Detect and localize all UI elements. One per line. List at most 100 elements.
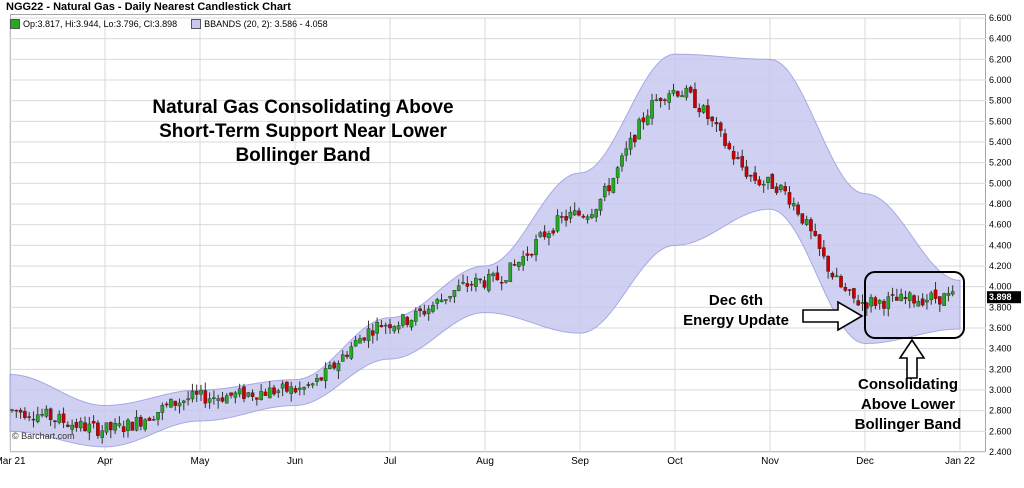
candle-body [710,116,714,122]
candle-body [199,389,203,395]
candle-body [839,276,843,288]
candle-body [237,388,242,395]
candle-body [504,280,508,283]
last-price-label: 3.898 [989,292,1012,302]
candle-body [108,421,113,431]
candle-body [551,230,556,234]
candle-body [448,295,452,299]
candle-body [804,219,809,225]
candle-body [882,300,886,309]
candle-body [259,391,263,400]
y-tick-label: 4.200 [989,261,1012,271]
y-tick-label: 3.400 [989,344,1012,354]
dec6-annotation-line2: Energy Update [683,312,789,329]
candle-body [903,296,908,300]
candle-body [358,338,362,344]
x-tick-label: Jul [384,456,397,467]
candle-body [736,157,740,159]
candle-body [791,203,796,207]
candle-body [246,392,251,397]
candle-body [66,424,70,427]
y-tick-label: 4.400 [989,240,1012,250]
candle-body [521,256,525,266]
candle-body [796,204,800,215]
candle-body [126,419,130,431]
candle-body [18,409,23,413]
candle-body [852,288,856,299]
candle-body [117,423,122,426]
candle-body [534,239,538,256]
candle-body [392,326,397,332]
candle-body [800,213,805,224]
x-tick-label: Jun [287,456,303,467]
candles [10,82,955,444]
candle-body [396,325,401,330]
candle-body [40,414,44,416]
up-arrow-shape [898,338,926,379]
y-tick-label: 5.200 [989,158,1012,168]
candle-body [499,282,504,284]
candle-body [542,231,547,238]
candle-body [633,134,637,143]
candle-body [336,363,341,372]
candle-body [121,426,126,432]
candle-body [671,89,676,94]
candle-body [297,387,302,390]
candle-body [693,89,697,108]
candle-body [766,176,770,183]
x-tick-label: Sep [571,456,589,467]
dec6-annotation-line1: Dec 6th [708,292,764,309]
candle-body [585,216,590,220]
candle-body [877,299,882,304]
candle-body [74,422,79,428]
candle-body [826,255,830,272]
candle-body [220,397,225,402]
candle-body [207,398,212,403]
annotation-shapes [802,271,965,379]
y-tick-label: 3.800 [989,302,1012,312]
candle-body [388,324,392,329]
candle-body [96,422,100,436]
candle-body [822,247,826,257]
candle-body [263,391,268,396]
candle-body [83,422,87,432]
y-tick-label: 5.600 [989,116,1012,126]
candle-body [817,234,822,249]
candle-body [912,295,916,304]
candle-body [744,166,749,177]
candle-body [100,430,105,438]
y-tick-label: 5.400 [989,137,1012,147]
candle-body [757,179,762,186]
candle-body [697,108,702,113]
candle-body [328,364,332,369]
candle-body [834,275,839,278]
candle-body [749,175,753,177]
candle-body [53,420,57,422]
candle-body [860,302,865,304]
candle-body [856,300,861,306]
candle-body [525,253,530,256]
candle-body [731,150,736,160]
candle-body [57,414,62,423]
bollinger-band [9,53,961,448]
main-annotation: Natural Gas Consolidating Above Short-Te… [108,96,498,168]
candle-body [177,402,182,407]
candle-body [517,262,521,267]
candle-body [843,286,848,291]
candle-body [572,210,577,216]
candle-body [310,383,315,386]
candle-body [267,387,272,399]
y-tick-label: 4.600 [989,220,1012,230]
x-tick-label: Oct [667,456,683,467]
y-tick-label: 5.000 [989,178,1012,188]
candle-body [405,316,409,325]
candle-body [547,233,551,238]
candle-body [156,412,160,420]
candle-body [353,339,358,347]
candle-body [723,133,727,146]
legend-ohlc-swatch [10,18,20,29]
candle-body [645,115,650,125]
legend: Op:3.817, Hi:3.944, Lo:3.796, Cl:3.898 B… [10,17,328,30]
candle-body [907,292,912,301]
candle-body [340,354,345,362]
